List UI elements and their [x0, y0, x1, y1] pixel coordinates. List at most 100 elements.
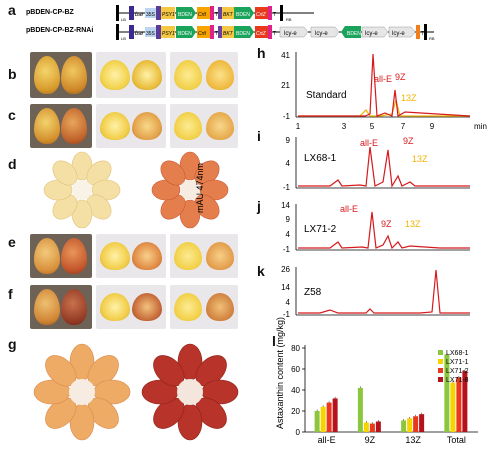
- construct-bottom-rb: RB: [429, 36, 435, 41]
- hplc-panel-k: 26 14 4 -1 Z58: [281, 265, 470, 319]
- k-ytick-4: 4: [286, 298, 291, 307]
- bar-LX71-8-Total: [462, 371, 468, 432]
- photo-c-whole: [30, 104, 92, 148]
- bar-LX71-1-13Z: [407, 418, 413, 432]
- j-ytick-14: 14: [281, 201, 290, 210]
- bar-LX71-8-all-E: [332, 398, 338, 432]
- bar-LX71-8-13Z: [419, 414, 425, 432]
- flower-g-left: [33, 343, 131, 441]
- photo-f-cross: [170, 285, 238, 329]
- legend-swatch-LX68-1: [438, 350, 443, 355]
- construct-top-t2: T: [273, 12, 276, 18]
- photo-b-cross: [170, 52, 238, 98]
- legend-swatch-LX71-1: [438, 359, 443, 364]
- construct-top-crtz: CrtZ: [256, 12, 267, 18]
- panel-letter-c: c: [8, 107, 16, 123]
- h-ytick-neg1: -1: [283, 112, 291, 121]
- i-peak-alle: all-E: [360, 138, 378, 148]
- j-ytick-4: 4: [286, 230, 291, 239]
- construct-top-rb: RB: [286, 17, 292, 22]
- construct-bottom-lcye4: lcy-e: [392, 31, 405, 37]
- legend-label-LX71-1: LX71-1: [446, 359, 469, 366]
- construct-bottom-bar: bar: [135, 31, 145, 37]
- construct-bottom-lcye2: lcy-e: [315, 31, 328, 37]
- j-peak-9z: 9Z: [381, 219, 392, 229]
- j-peak-13z: 13Z: [405, 219, 421, 229]
- bar-LX68-1-9Z: [357, 387, 363, 432]
- panel-letter-f: f: [8, 286, 13, 302]
- j-ytick-9: 9: [286, 215, 291, 224]
- construct-bottom-diagram: LB bar 35S PSY1 BDEN CrtI T BKT BDEN Crt…: [116, 24, 435, 41]
- h-xtick-3: 3: [342, 122, 347, 131]
- flower-d-left: [43, 151, 121, 229]
- panel-letter-g: g: [8, 336, 17, 352]
- construct-bottom-lcye3: lcy-e: [365, 31, 378, 37]
- bar-xlabel-9Z: 9Z: [365, 435, 376, 445]
- bar-chart-legend: LX68-1 LX71-1 LX71-2 LX71-8: [438, 350, 469, 384]
- construct-top-bar: bar: [135, 12, 145, 18]
- h-trace-name: Standard: [306, 90, 347, 101]
- panel-letter-a: a: [8, 2, 16, 18]
- panel-letter-j: j: [257, 198, 261, 214]
- photo-b-longitudinal: [96, 52, 166, 98]
- i-ytick-neg1: -1: [283, 183, 291, 192]
- h-ytick-21: 21: [281, 81, 290, 90]
- bar-LX71-2-Total: [456, 377, 462, 432]
- h-peak-13z: 13Z: [401, 93, 417, 103]
- j-peak-alle: all-E: [340, 204, 358, 214]
- construct-top-crti: CrtI: [198, 12, 207, 18]
- h-xtick-7: 7: [401, 122, 406, 131]
- photo-e-longitudinal: [96, 234, 166, 278]
- construct-top-bden1: BDEN: [178, 12, 192, 18]
- bar-LX68-1-all-E: [314, 411, 320, 432]
- hplc-panel-j: 14 9 4 -1 LX71-2 all-E 9Z 13Z: [281, 201, 470, 254]
- bar-LX71-2-13Z: [413, 416, 419, 432]
- construct-bottom-t2: T: [273, 31, 276, 37]
- h-xtick-5: 5: [370, 122, 375, 131]
- construct-name-bottom: pBDEN-CP-BZ-RNAi: [26, 27, 94, 34]
- panel-letter-b: b: [8, 66, 17, 82]
- construct-bottom-t1: T: [215, 31, 218, 37]
- construct-bottom-bden3: BDEN: [347, 31, 361, 37]
- bar-chart-bars: [314, 352, 468, 432]
- bar-LX71-1-9Z: [363, 422, 369, 432]
- j-trace-name: LX71-2: [304, 224, 337, 235]
- k-trace-name: Z58: [304, 287, 322, 298]
- legend-label-LX71-2: LX71-2: [446, 368, 469, 375]
- construct-bottom-bden1: BDEN: [178, 31, 192, 37]
- h-x-unit: min: [474, 122, 487, 131]
- bar-ytick-label: 40: [291, 386, 300, 395]
- bar-xlabel-13Z: 13Z: [405, 435, 421, 445]
- photo-f-longitudinal: [96, 285, 166, 329]
- hplc-panel-i: 9 4 -1 LX68-1 all-E 9Z 13Z: [283, 136, 470, 192]
- construct-top-diagram: LB bar 35S PSY1 BDEN CrtI T BKT BDEN Crt…: [116, 5, 314, 22]
- h-peak-9z: 9Z: [395, 72, 406, 82]
- i-trace-name: LX68-1: [304, 153, 337, 164]
- photo-c-cross: [170, 104, 238, 148]
- bar-xlabel-all-E: all-E: [318, 435, 336, 445]
- flower-d-right: [151, 151, 229, 229]
- j-ytick-neg1: -1: [283, 245, 291, 254]
- photo-c-longitudinal: [96, 104, 166, 148]
- photo-b-whole: [30, 52, 92, 98]
- bar-LX71-2-all-E: [326, 402, 332, 432]
- panel-letter-i: i: [257, 128, 261, 144]
- panel-letter-l: l: [272, 333, 276, 349]
- construct-bottom-bkt: BKT: [223, 31, 234, 37]
- construct-bottom-lb: LB: [121, 36, 126, 41]
- bar-LX71-1-all-E: [320, 406, 326, 432]
- bar-xlabel-Total: Total: [447, 435, 466, 445]
- bar-LX68-1-13Z: [401, 420, 407, 432]
- bar-ytick-label: 0: [296, 428, 301, 437]
- panel-letter-h: h: [257, 45, 266, 61]
- h-peak-alle: all-E: [374, 74, 392, 84]
- bar-chart-xlabels: all-E 9Z 13Z Total: [318, 435, 466, 445]
- legend-label-LX71-8: LX71-8: [446, 377, 469, 384]
- panel-letter-k: k: [257, 263, 265, 279]
- photo-e-cross: [170, 234, 238, 278]
- i-ytick-4: 4: [286, 159, 291, 168]
- construct-bottom-35s: 35S: [146, 31, 156, 37]
- photo-g-flowers: [33, 343, 239, 441]
